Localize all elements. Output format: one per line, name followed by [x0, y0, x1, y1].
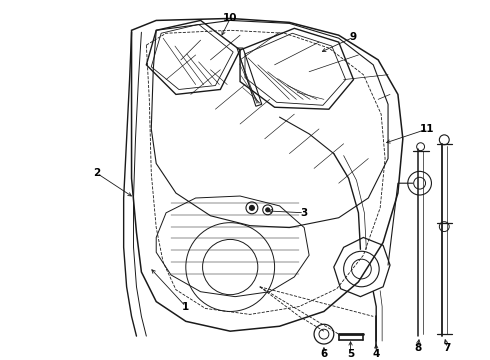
Text: 7: 7 [443, 343, 451, 353]
Circle shape [249, 206, 254, 210]
Text: 5: 5 [347, 349, 354, 359]
Text: 6: 6 [320, 349, 327, 359]
Text: 1: 1 [182, 302, 190, 311]
Text: 9: 9 [350, 32, 357, 42]
Text: 4: 4 [372, 349, 380, 359]
Text: 10: 10 [223, 13, 238, 23]
Text: 2: 2 [94, 168, 100, 178]
Circle shape [266, 208, 270, 212]
Text: 11: 11 [420, 124, 435, 134]
Text: 3: 3 [300, 208, 308, 218]
Text: 8: 8 [414, 343, 421, 353]
